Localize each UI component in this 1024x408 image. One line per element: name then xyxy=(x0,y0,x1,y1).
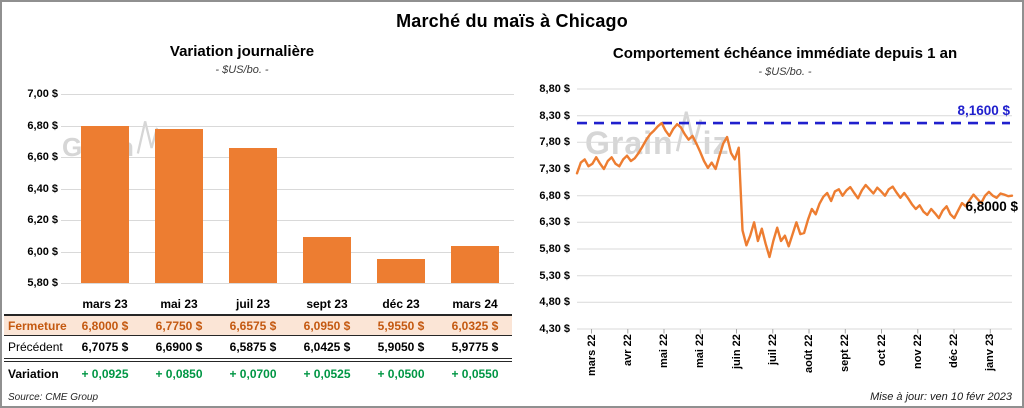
y-axis-label: 6,60 $ xyxy=(27,151,58,163)
column-header: sept 23 xyxy=(306,297,348,311)
watermark-text: Grain xyxy=(585,125,674,161)
y-axis-label: 6,20 $ xyxy=(27,214,58,226)
fermeture-value: 6,0325 $ xyxy=(438,314,512,336)
y-axis-label: 6,40 $ xyxy=(27,182,58,195)
x-axis-label: mai 22 xyxy=(694,334,707,369)
variation-value: + 0,0550 xyxy=(451,367,499,381)
y-axis-label: 6,00 $ xyxy=(27,245,58,258)
update-note: Mise à jour: ven 10 févr 2023 xyxy=(870,391,1012,403)
variation-value: + 0,0500 xyxy=(377,367,425,381)
x-axis-label: avr 22 xyxy=(621,334,634,366)
x-axis-label: déc 22 xyxy=(948,334,960,369)
last-price-label: 6,8000 $ xyxy=(965,199,1018,214)
column-header: déc 23 xyxy=(382,297,420,311)
x-axis-label: sept 22 xyxy=(839,334,852,372)
bar-mai-23 xyxy=(155,129,203,283)
x-axis-label: mai 22 xyxy=(658,334,670,369)
variation-value: + 0,0700 xyxy=(229,367,277,381)
y-axis-label: 6,30 $ xyxy=(539,216,570,229)
yearly-high-label: 8,1600 $ xyxy=(957,103,1010,118)
bar-mars-24 xyxy=(451,246,499,283)
fermeture-value: 6,8000 $ xyxy=(68,314,142,336)
row-label-precedent: Précédent xyxy=(4,336,68,362)
y-axis-label: 4,30 $ xyxy=(539,323,570,335)
y-axis-label: 6,80 $ xyxy=(27,119,58,132)
column-header: mars 24 xyxy=(452,297,498,311)
x-axis-label: juil 22 xyxy=(766,334,779,366)
precedent-value: 5,9775 $ xyxy=(438,336,512,362)
y-axis-label: 5,80 $ xyxy=(27,277,58,289)
bar-mars-23 xyxy=(81,125,129,283)
futures-quotes-table: mars 23 mai 23 juil 23 sept 23 déc 23 mars 24… xyxy=(4,294,512,386)
fermeture-value: 6,6575 $ xyxy=(216,314,290,336)
precedent-value: 6,5875 $ xyxy=(216,336,290,362)
precedent-value: 6,6900 $ xyxy=(142,336,216,362)
precedent-value: 5,9050 $ xyxy=(364,336,438,362)
row-label-fermeture: Fermeture xyxy=(4,314,68,336)
price-line xyxy=(575,121,1014,259)
gridline xyxy=(61,94,514,95)
variation-value: + 0,0525 xyxy=(303,367,351,381)
bar-sept-23 xyxy=(303,236,351,283)
column-header: mars 23 xyxy=(82,297,128,311)
source-note: Source: CME Group xyxy=(8,392,99,403)
y-axis-label: 5,80 $ xyxy=(539,243,570,255)
bar-chart-title: Variation journalière xyxy=(169,43,315,60)
y-axis-label: 6,80 $ xyxy=(539,189,570,202)
x-axis-label: juin 22 xyxy=(730,334,743,369)
x-axis-label: oct 22 xyxy=(875,334,888,366)
line-chart-subtitle: - $US/bo. - xyxy=(758,66,812,78)
gridline xyxy=(61,157,514,158)
variation-value: + 0,0850 xyxy=(155,367,203,381)
column-header: juil 23 xyxy=(235,297,270,311)
y-axis-label: 7,00 $ xyxy=(27,88,58,100)
gridline xyxy=(61,283,514,284)
y-axis-label: 5,30 $ xyxy=(539,269,570,282)
y-axis-label: 8,30 $ xyxy=(539,109,570,122)
x-axis-label: mars 22 xyxy=(585,334,598,376)
fermeture-value: 5,9550 $ xyxy=(364,314,438,336)
row-label-variation: Variation xyxy=(8,367,59,381)
bar-juil-23 xyxy=(229,147,277,283)
y-axis-label: 8,80 $ xyxy=(539,83,570,95)
page-title: Marché du maïs à Chicago xyxy=(396,11,628,31)
y-axis-label: 7,30 $ xyxy=(539,163,570,175)
gridline xyxy=(61,251,514,253)
line-chart-title: Comportement échéance immédiate depuis 1… xyxy=(612,45,958,62)
x-axis-label: janv 23 xyxy=(984,334,997,372)
x-axis-label: nov 22 xyxy=(911,334,924,369)
variation-value: + 0,0925 xyxy=(81,367,129,381)
y-axis-label: 7,80 $ xyxy=(539,136,570,149)
zigzag-line-icon xyxy=(675,111,702,152)
gridline xyxy=(61,188,514,190)
gridline xyxy=(61,125,514,127)
y-axis-label: 4,80 $ xyxy=(539,296,570,309)
x-axis-label: août 22 xyxy=(803,334,815,373)
bar-chart-subtitle: - $US/bo. - xyxy=(215,64,269,76)
gridline xyxy=(61,220,514,221)
bar-déc-23 xyxy=(377,258,425,283)
precedent-value: 6,7075 $ xyxy=(68,336,142,362)
column-header: mai 23 xyxy=(160,297,198,311)
fermeture-value: 6,7750 $ xyxy=(142,314,216,336)
precedent-value: 6,0425 $ xyxy=(290,336,364,362)
zigzag-line-icon xyxy=(136,121,158,154)
fermeture-value: 6,0950 $ xyxy=(290,314,364,336)
